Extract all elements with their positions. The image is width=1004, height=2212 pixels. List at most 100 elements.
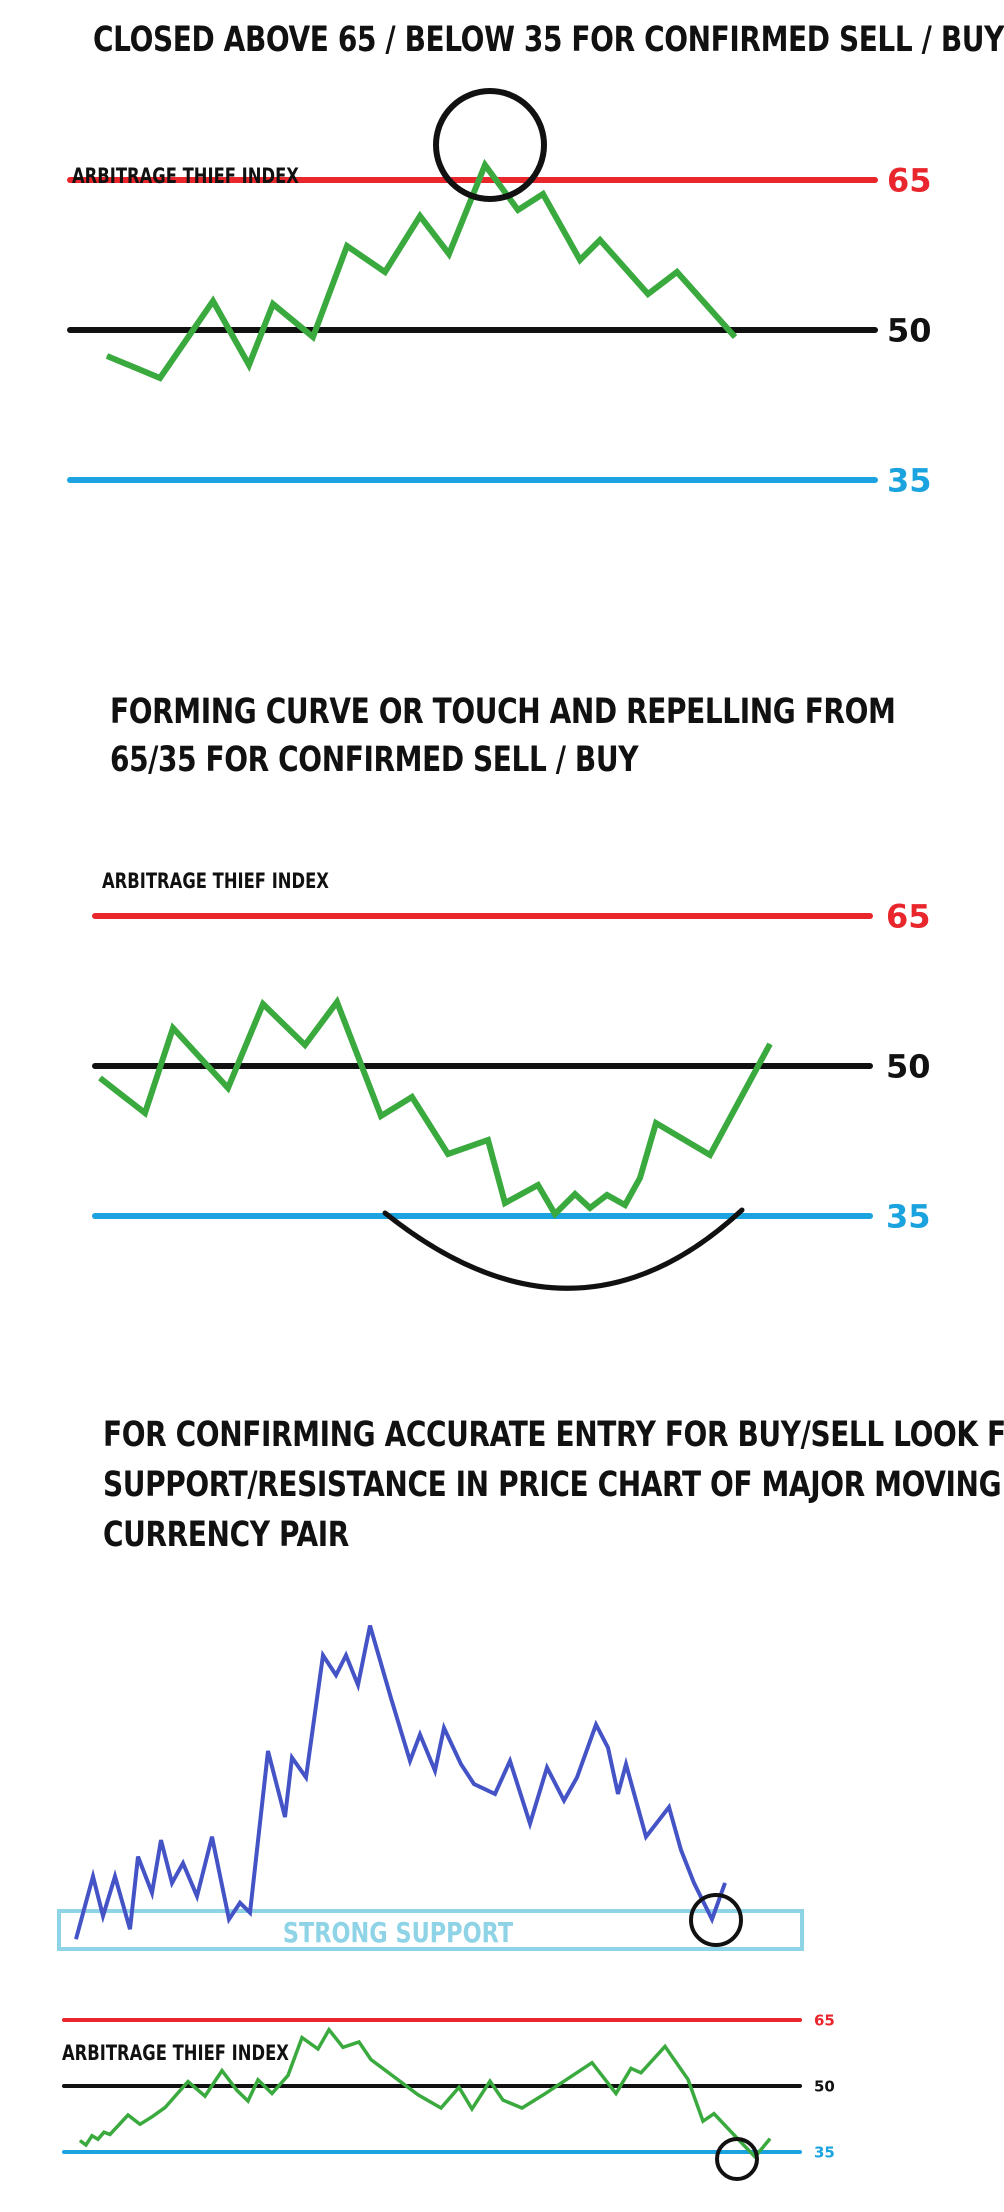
data-point xyxy=(248,364,250,366)
data-point xyxy=(484,164,486,166)
data-point xyxy=(127,2114,129,2116)
data-point xyxy=(369,1625,371,1627)
data-point xyxy=(489,2080,491,2082)
index-line xyxy=(105,158,738,382)
data-point xyxy=(411,1096,413,1098)
data-point xyxy=(272,303,274,305)
data-point xyxy=(615,2093,617,2094)
data-point xyxy=(563,1800,565,1801)
data-point xyxy=(144,1112,146,1114)
data-point xyxy=(509,1760,511,1762)
data-point xyxy=(769,2138,771,2140)
data-point xyxy=(542,193,544,195)
data-point xyxy=(335,1674,337,1676)
data-point xyxy=(724,1882,726,1884)
data-point xyxy=(322,1654,324,1656)
data-point xyxy=(182,1862,184,1864)
data-point xyxy=(336,1001,338,1003)
data-point xyxy=(301,2037,303,2039)
support-label: STRONG SUPPORT xyxy=(283,1915,514,1948)
annotation-circle xyxy=(715,2137,759,2181)
data-point xyxy=(346,245,348,247)
data-point xyxy=(239,1902,241,1904)
annotation-circle xyxy=(689,1893,743,1947)
data-point xyxy=(328,2029,330,2031)
data-point xyxy=(151,1892,153,1894)
data-point xyxy=(664,2045,666,2047)
data-point xyxy=(537,1184,539,1186)
data-point xyxy=(487,1139,489,1141)
data-point xyxy=(267,1750,269,1752)
data-point xyxy=(99,1077,101,1079)
data-point xyxy=(85,2144,87,2146)
panel3-heading-line3: CURRENCY PAIR xyxy=(103,1515,349,1555)
data-point xyxy=(471,2108,473,2110)
data-point xyxy=(160,1839,162,1841)
chart-panel-4: 65 50 35 ARBITRAGE THIEF INDEX xyxy=(62,2011,835,2181)
data-point xyxy=(645,1836,647,1838)
data-point xyxy=(109,2133,111,2135)
level-label-50: 50 xyxy=(887,312,932,350)
price-chart-panel: STRONG SUPPORT xyxy=(57,1625,804,1951)
data-point xyxy=(639,1177,641,1179)
chart-panel-2: 65 50 35 ARBITRAGE THIEF INDEX xyxy=(92,870,931,1291)
data-point xyxy=(702,2120,704,2122)
data-point xyxy=(591,2062,593,2064)
data-point xyxy=(312,336,314,338)
data-point xyxy=(227,1087,229,1089)
data-point xyxy=(102,1915,104,1917)
level-label-65: 65 xyxy=(814,2011,835,2029)
data-point xyxy=(97,2138,99,2140)
data-point xyxy=(606,1194,608,1196)
data-point xyxy=(517,209,519,211)
series-label: ARBITRAGE THIEF INDEX xyxy=(62,2042,289,2065)
panel2-heading-line1: FORMING CURVE OR TOUCH AND REPELLING FRO… xyxy=(110,692,896,732)
level-label-35: 35 xyxy=(887,462,932,500)
series-label: ARBITRAGE THIEF INDEX xyxy=(72,165,299,188)
data-point xyxy=(589,1207,591,1209)
data-point xyxy=(196,1895,198,1897)
data-point xyxy=(262,1003,264,1005)
data-point xyxy=(676,271,678,273)
chart-panel-1: 65 50 35 ARBITRAGE THIEF INDEX xyxy=(67,88,932,500)
data-point xyxy=(212,300,214,302)
data-point xyxy=(211,1836,213,1838)
data-point xyxy=(693,1882,695,1884)
data-point xyxy=(114,1875,116,1877)
series-label: ARBITRAGE THIEF INDEX xyxy=(102,870,329,893)
data-point xyxy=(447,1153,449,1155)
data-point xyxy=(443,1727,445,1729)
data-point xyxy=(769,1043,771,1045)
data-point xyxy=(574,1193,576,1195)
data-point xyxy=(187,2081,189,2083)
data-point xyxy=(129,1928,131,1930)
data-point xyxy=(458,2086,460,2088)
data-point xyxy=(502,2099,504,2101)
data-point xyxy=(504,1202,506,1204)
data-point xyxy=(137,1856,139,1858)
data-point xyxy=(305,1776,307,1778)
data-point xyxy=(711,1918,713,1920)
index-line xyxy=(98,995,773,1219)
panel2-heading-line2: 65/35 FOR CONFIRMED SELL / BUY xyxy=(110,740,639,780)
data-point xyxy=(625,1763,627,1765)
data-point xyxy=(164,2107,166,2109)
data-point xyxy=(75,1938,77,1940)
data-point xyxy=(687,2078,689,2080)
data-point xyxy=(159,377,161,379)
data-point xyxy=(291,1757,293,1759)
data-point xyxy=(106,355,108,357)
data-point xyxy=(448,253,450,255)
data-point xyxy=(342,2046,344,2048)
data-point xyxy=(599,239,601,241)
data-point xyxy=(284,1816,286,1818)
data-point xyxy=(473,1783,475,1785)
data-point xyxy=(370,2059,372,2061)
data-point xyxy=(357,1684,359,1686)
level-label-50: 50 xyxy=(814,2077,835,2095)
data-point xyxy=(204,2095,206,2097)
level-label-50: 50 xyxy=(886,1048,931,1086)
data-point xyxy=(172,1027,174,1029)
data-point xyxy=(257,2079,259,2081)
data-point xyxy=(647,293,649,295)
